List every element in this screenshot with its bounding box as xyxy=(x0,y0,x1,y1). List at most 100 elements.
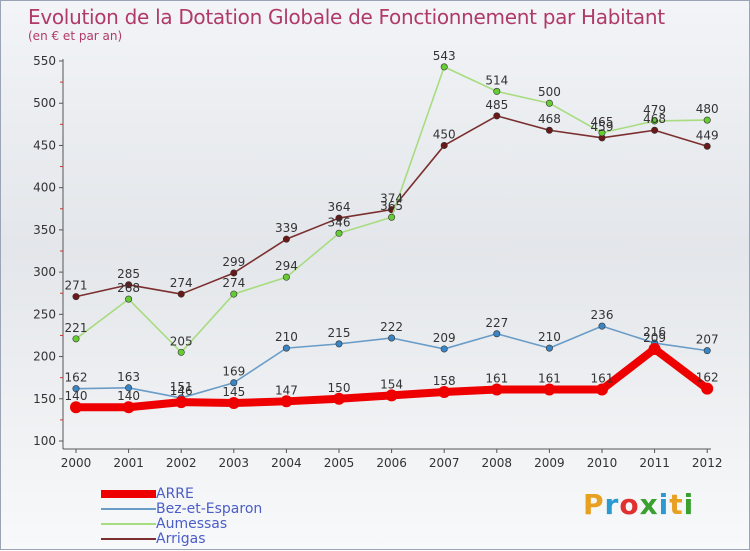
data-point-arre xyxy=(122,401,135,414)
logo-letter: o xyxy=(619,488,640,521)
data-point-bez-et-esparon xyxy=(335,340,343,348)
data-label: 268 xyxy=(117,281,140,295)
data-point-aumessas xyxy=(388,213,396,221)
data-label: 162 xyxy=(696,371,719,385)
data-label: 151 xyxy=(170,380,193,394)
data-label: 209 xyxy=(433,331,456,345)
data-label: 543 xyxy=(433,49,456,63)
logo-letter: r xyxy=(604,488,620,521)
data-point-aumessas xyxy=(651,117,659,125)
y-tick-label: 200 xyxy=(33,350,56,364)
data-label: 162 xyxy=(65,371,88,385)
data-label: 285 xyxy=(117,267,140,281)
data-label: 161 xyxy=(538,371,561,385)
data-point-bez-et-esparon xyxy=(598,322,606,330)
data-point-arrigas xyxy=(651,126,659,134)
x-tick-label: 2009 xyxy=(534,456,565,470)
data-point-bez-et-esparon xyxy=(440,345,448,353)
data-label: 459 xyxy=(591,120,614,134)
data-point-aumessas xyxy=(177,348,185,356)
legend: ARRE Bez-et-Esparon Aumessas Arrigas xyxy=(101,486,321,547)
data-label: 449 xyxy=(696,128,719,142)
legend-label: Arrigas xyxy=(156,531,206,547)
chart-subtitle: (en € et par an) xyxy=(28,29,123,43)
data-point-arrigas xyxy=(493,112,501,120)
x-tick-label: 2004 xyxy=(271,456,302,470)
data-label: 163 xyxy=(117,370,140,384)
data-label: 364 xyxy=(328,200,351,214)
data-point-arrigas xyxy=(125,281,133,289)
data-label: 145 xyxy=(222,385,245,399)
logo-letter: x xyxy=(639,488,659,521)
data-point-bez-et-esparon xyxy=(388,334,396,342)
data-label: 485 xyxy=(485,98,508,112)
data-point-arrigas xyxy=(440,141,448,149)
data-label: 346 xyxy=(328,215,351,229)
data-label: 210 xyxy=(275,330,298,344)
data-point-arre xyxy=(227,397,240,409)
y-tick-label: 300 xyxy=(33,265,56,279)
data-label: 365 xyxy=(380,199,403,213)
data-label: 221 xyxy=(65,321,88,335)
data-point-arrigas xyxy=(545,126,553,134)
legend-swatch xyxy=(101,508,156,510)
data-label: 274 xyxy=(170,276,193,290)
data-label: 500 xyxy=(538,85,561,99)
y-tick-label: 550 xyxy=(33,54,56,68)
x-tick-label: 2010 xyxy=(587,456,618,470)
data-point-aumessas xyxy=(335,229,343,237)
data-point-aumessas xyxy=(440,63,448,71)
data-point-arrigas xyxy=(230,269,238,277)
data-label: 465 xyxy=(591,115,614,129)
y-tick-label: 500 xyxy=(33,96,56,110)
data-point-arre xyxy=(280,395,293,408)
data-point-aumessas xyxy=(493,87,501,95)
data-point-bez-et-esparon xyxy=(282,344,290,352)
x-tick-label: 2003 xyxy=(219,456,250,470)
data-label: 222 xyxy=(380,320,403,334)
data-point-arrigas xyxy=(177,290,185,298)
x-tick-label: 2001 xyxy=(113,456,144,470)
logo-letter: t xyxy=(669,488,684,521)
logo-letter: i xyxy=(658,488,670,521)
data-point-bez-et-esparon xyxy=(703,347,711,355)
data-point-arrigas xyxy=(282,235,290,243)
data-label: 468 xyxy=(643,112,666,126)
data-point-aumessas xyxy=(703,116,711,124)
data-label: 205 xyxy=(170,334,193,348)
legend-label: ARRE xyxy=(156,486,194,502)
data-point-bez-et-esparon xyxy=(230,379,238,387)
legend-swatch xyxy=(101,538,156,540)
x-tick-label: 2006 xyxy=(376,456,407,470)
logo-letter: P xyxy=(583,488,605,521)
legend-item: Arrigas xyxy=(101,531,321,547)
y-tick-label: 450 xyxy=(33,138,56,152)
legend-label: Aumessas xyxy=(156,516,228,532)
data-label: 450 xyxy=(433,127,456,141)
data-label: 514 xyxy=(485,73,508,87)
legend-item: ARRE xyxy=(101,486,321,502)
data-label: 150 xyxy=(328,381,351,395)
legend-swatch xyxy=(101,490,156,498)
data-label: 339 xyxy=(275,221,298,235)
data-point-arre xyxy=(385,389,398,402)
data-label: 479 xyxy=(643,103,666,117)
data-point-arre xyxy=(543,383,556,396)
data-point-aumessas xyxy=(230,290,238,298)
data-label: 140 xyxy=(117,389,140,403)
data-label: 210 xyxy=(538,330,561,344)
legend-item: Aumessas xyxy=(101,516,321,532)
data-point-bez-et-esparon xyxy=(72,385,80,393)
data-label: 147 xyxy=(275,383,298,397)
x-tick-label: 2000 xyxy=(61,456,92,470)
data-point-arre xyxy=(596,383,608,396)
data-label: 271 xyxy=(65,279,88,293)
y-tick-label: 100 xyxy=(33,434,56,448)
y-tick-label: 400 xyxy=(33,181,56,195)
data-point-arre xyxy=(70,401,82,414)
data-label: 236 xyxy=(591,308,614,322)
data-label: 154 xyxy=(380,377,403,391)
data-label: 140 xyxy=(65,389,88,403)
